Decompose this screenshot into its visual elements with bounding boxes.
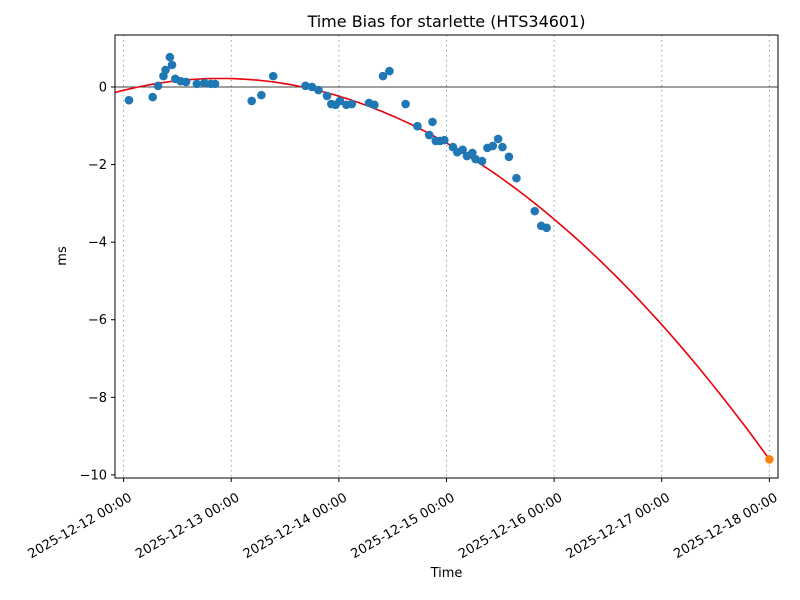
data-point <box>314 85 323 95</box>
y-axis-label: ms <box>54 246 70 266</box>
data-point <box>181 77 191 87</box>
data-point <box>167 60 177 70</box>
data-point <box>458 145 467 155</box>
data-point <box>200 78 209 88</box>
x-tick-label: 2025-12-18 00:00 <box>671 490 780 562</box>
data-point <box>347 99 357 109</box>
data-point <box>498 142 507 152</box>
data-point <box>165 52 175 62</box>
data-point <box>385 66 394 76</box>
data-point <box>307 82 317 92</box>
data-point <box>124 95 134 105</box>
chart-title: Time Bias for starlette (HTS34601) <box>307 12 586 31</box>
data-point <box>153 81 163 91</box>
data-point <box>335 96 345 106</box>
x-tick-label: 2025-12-14 00:00 <box>241 490 350 562</box>
x-tick-label: 2025-12-13 00:00 <box>133 490 242 562</box>
x-tick-label: 2025-12-17 00:00 <box>564 490 673 562</box>
data-point <box>257 90 266 100</box>
x-tick-label: 2025-12-15 00:00 <box>349 490 458 562</box>
plot-border <box>114 34 779 479</box>
data-point <box>370 100 379 110</box>
data-point <box>161 65 170 75</box>
data-point <box>401 99 410 109</box>
fit-curve-line <box>114 77 771 460</box>
data-point <box>413 121 422 131</box>
y-tick-label: −10 <box>80 468 107 483</box>
data-point <box>424 130 434 140</box>
data-point <box>504 152 514 162</box>
x-tick-label: 2025-12-12 00:00 <box>26 490 135 562</box>
data-point <box>268 71 278 81</box>
data-point <box>471 154 480 164</box>
data-point <box>192 79 202 89</box>
data-point <box>493 134 503 144</box>
data-point <box>440 135 449 145</box>
y-tick-label: −6 <box>88 313 107 328</box>
y-tick-label: −8 <box>88 391 107 406</box>
data-point <box>148 92 157 102</box>
data-point <box>210 79 220 89</box>
data-point <box>378 71 388 81</box>
data-point <box>512 173 521 183</box>
data-point <box>322 91 332 101</box>
x-axis-label: Time <box>430 566 463 581</box>
y-tick-label: −4 <box>88 236 107 251</box>
x-tick-label: 2025-12-16 00:00 <box>456 490 565 562</box>
data-point <box>247 96 256 106</box>
y-tick-label: 0 <box>99 80 107 95</box>
data-point <box>301 81 310 91</box>
data-point <box>530 206 540 216</box>
data-point <box>488 141 498 151</box>
data-point <box>428 117 437 127</box>
data-point <box>477 156 487 166</box>
y-tick-label: −2 <box>88 158 107 173</box>
prediction-point <box>765 455 774 464</box>
data-point <box>542 223 551 233</box>
